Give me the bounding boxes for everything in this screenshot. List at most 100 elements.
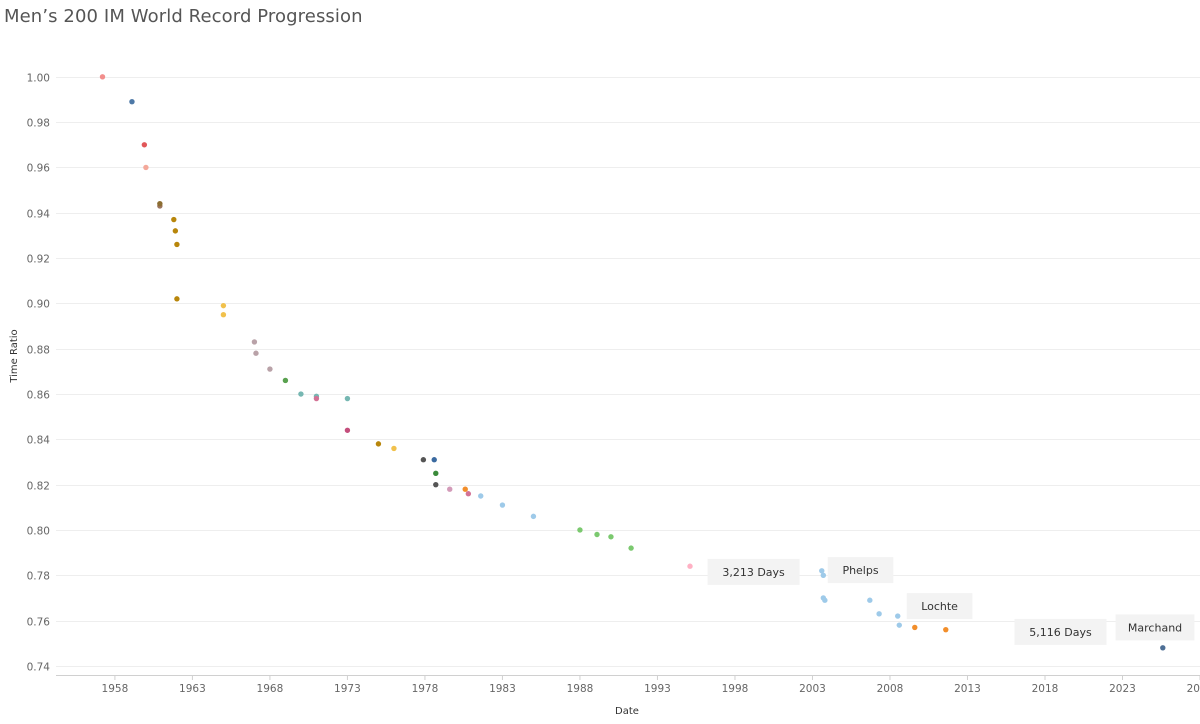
data-point	[499, 502, 506, 508]
y-tick-label: 0.78	[27, 571, 50, 583]
annotation-box	[707, 558, 800, 585]
x-tick-label: 1963	[179, 683, 206, 695]
data-point	[628, 545, 634, 551]
data-point	[99, 74, 106, 80]
chart-title: Men’s 200 IM World Record Progression	[4, 6, 363, 27]
y-tick-label: 0.82	[27, 481, 50, 493]
data-point	[298, 391, 304, 397]
data-point	[251, 339, 258, 345]
x-tick-label: 1993	[644, 683, 671, 695]
data-point	[253, 350, 259, 356]
data-point	[143, 164, 149, 171]
data-point	[129, 99, 135, 105]
annotation-label: Marchand	[1128, 621, 1182, 634]
annotation: 3,213 Days	[707, 558, 800, 585]
data-point	[912, 624, 918, 631]
y-tick-label: 1.00	[27, 73, 50, 85]
annotation: Marchand	[1115, 614, 1195, 641]
x-tick-label: 2023	[1109, 683, 1136, 695]
x-tick-label: 1998	[722, 683, 749, 695]
y-tick-label: 0.96	[27, 163, 51, 175]
data-point	[172, 228, 179, 234]
axes	[56, 675, 1200, 680]
data-point	[344, 427, 351, 433]
y-axis-title: Time Ratio	[9, 329, 20, 383]
data-point	[447, 486, 453, 492]
data-point	[822, 597, 828, 603]
x-tick-labels: 1958 1963 1968 1973 1978 1983 1988 1993 1998 2003…	[102, 683, 1200, 695]
x-tick-label: 1958	[102, 683, 129, 695]
y-tick-label: 0.76	[27, 617, 51, 629]
data-point	[433, 481, 439, 488]
data-point	[820, 572, 827, 578]
data-point	[157, 200, 163, 207]
y-tick-labels: 0.74 0.76 0.78 0.80 0.82 0.84 0.86 0.88 0.90 0.92…	[27, 73, 51, 674]
x-axis-title: Date	[615, 706, 639, 717]
data-point	[375, 441, 382, 447]
data-point	[867, 597, 873, 603]
x-tick-label: 2018	[1032, 683, 1059, 695]
gridlines	[56, 77, 1200, 667]
data-point	[876, 611, 882, 617]
data-point	[344, 395, 351, 402]
y-tick-label: 0.92	[27, 254, 50, 266]
data-point	[478, 493, 484, 499]
x-tick-label: 2028	[1187, 683, 1200, 695]
data-point	[896, 622, 902, 628]
annotation-label: 3,213 Days	[722, 566, 785, 579]
x-tick-label: 1983	[489, 683, 516, 695]
data-point	[530, 513, 537, 520]
y-tick-label: 0.84	[27, 435, 51, 447]
data-point	[433, 470, 439, 477]
data-point	[687, 563, 693, 569]
data-point	[431, 457, 437, 463]
y-tick-label: 0.98	[27, 118, 50, 130]
x-tick-label: 1988	[567, 683, 594, 695]
y-tick-label: 0.80	[27, 526, 50, 538]
annotations: 3,213 Days Phelps Lochte 5,116 Days Marchand	[707, 557, 1195, 645]
data-point	[141, 142, 148, 148]
data-point	[465, 491, 472, 497]
data-point	[594, 531, 600, 538]
data-point	[420, 457, 427, 463]
x-tick-label: 1973	[334, 683, 361, 695]
x-tick-label: 2013	[954, 683, 981, 695]
annotation-label: Lochte	[921, 600, 958, 613]
y-tick-label: 0.90	[27, 299, 50, 311]
y-tick-label: 0.74	[27, 662, 51, 674]
annotation-label: Phelps	[842, 564, 878, 577]
annotation-label: 5,116 Days	[1029, 626, 1092, 639]
y-tick-label: 0.88	[27, 345, 50, 357]
annotation: 5,116 Days	[1014, 618, 1107, 645]
x-tick-label: 1968	[257, 683, 284, 695]
annotation-box	[906, 593, 973, 620]
data-point	[282, 377, 289, 384]
data-point	[313, 395, 320, 402]
y-tick-label: 0.86	[27, 390, 51, 402]
data-point	[171, 216, 177, 223]
data-point	[462, 486, 468, 492]
data-point	[943, 626, 949, 633]
data-point	[577, 527, 583, 533]
y-tick-label: 0.94	[27, 209, 51, 221]
data-point	[608, 534, 614, 540]
data-point	[220, 302, 227, 309]
annotation: Phelps	[827, 557, 894, 584]
data-point	[220, 312, 227, 318]
x-tick-label: 2008	[877, 683, 904, 695]
annotation-box	[827, 557, 894, 584]
data-point	[819, 568, 825, 574]
x-tick-label: 2003	[799, 683, 826, 695]
data-point	[267, 366, 273, 372]
x-tick-label: 1978	[412, 683, 439, 695]
data-point	[1160, 645, 1166, 651]
data-point	[174, 296, 180, 302]
annotation: Lochte	[906, 593, 973, 620]
annotation-box	[1014, 618, 1107, 645]
annotation-box	[1115, 614, 1195, 641]
data-point	[174, 241, 180, 248]
data-point	[895, 613, 901, 619]
data-point	[391, 445, 397, 452]
data-points	[99, 74, 1166, 651]
